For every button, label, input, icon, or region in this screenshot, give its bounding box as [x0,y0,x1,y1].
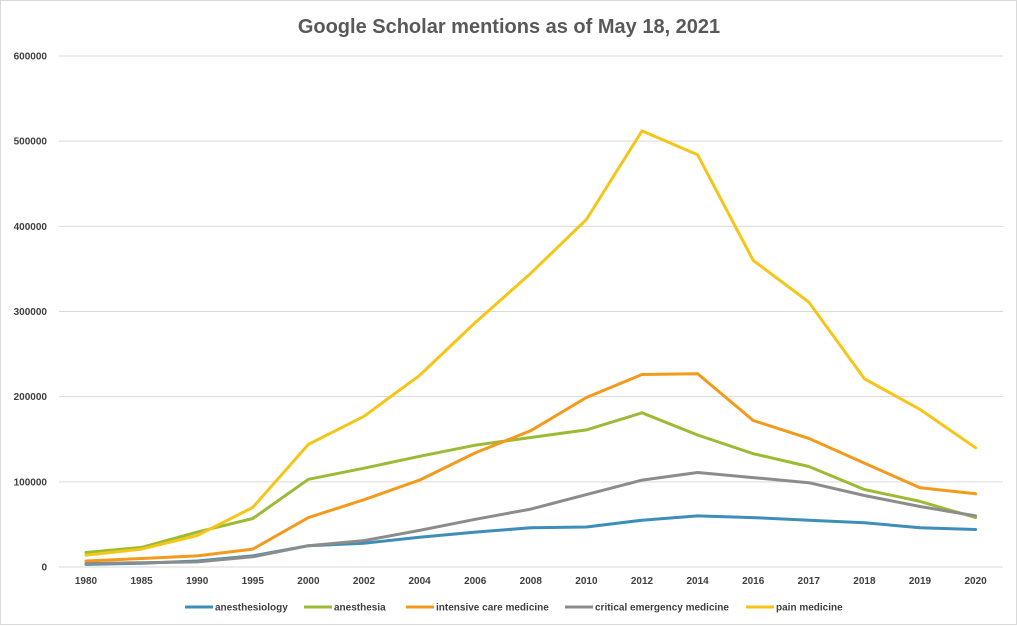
gridlines [59,55,1003,568]
y-tick-label: 300000 [14,307,48,318]
x-tick-label: 2006 [464,576,487,587]
x-tick-label: 2016 [742,576,765,587]
x-tick-label: 2012 [631,576,654,587]
legend-label: anesthesia [334,603,386,614]
y-tick-label: 400000 [14,222,48,233]
series-line-critical-emergency-medicine [84,471,978,566]
chart-title: Google Scholar mentions as of May 18, 20… [298,16,720,38]
legend: anesthesiology anesthesia intensive care m… [185,603,843,614]
x-tick-label: 2018 [853,576,876,587]
x-tick-label: 2010 [575,576,598,587]
y-tick-label: 500000 [14,137,48,148]
y-tick-label: 0 [41,563,47,574]
y-tick-label: 100000 [14,477,48,488]
x-tick-label: 2002 [353,576,376,587]
x-tick-label: 1990 [186,576,209,587]
x-tick-label: 2004 [408,576,431,587]
x-tick-label: 2020 [964,576,987,587]
x-tick-label: 1985 [130,576,153,587]
y-axis-tick-labels: 0 100000 200000 300000 400000 500000 600000 [14,52,48,574]
x-tick-label: 1980 [75,576,98,587]
legend-label: pain medicine [776,603,843,614]
y-tick-label: 600000 [14,52,48,63]
x-tick-label: 2019 [909,576,932,587]
x-tick-label: 2014 [686,576,709,587]
x-tick-label: 1995 [242,576,265,587]
series-line-intensive-care-medicine [84,372,978,563]
legend-label: critical emergency medicine [595,603,729,614]
series-line-anesthesia [84,411,978,554]
y-tick-label: 200000 [14,392,48,403]
x-tick-label: 2008 [520,576,543,587]
legend-label: intensive care medicine [436,603,549,614]
series-line-pain-medicine [84,129,978,557]
series-lines [84,129,978,566]
x-axis-tick-labels: 1980 1985 1990 1995 2000 2002 2004 2006 2008 2010… [75,576,987,587]
x-tick-label: 2000 [297,576,320,587]
x-tick-label: 2017 [798,576,821,587]
legend-label: anesthesiology [215,603,288,614]
